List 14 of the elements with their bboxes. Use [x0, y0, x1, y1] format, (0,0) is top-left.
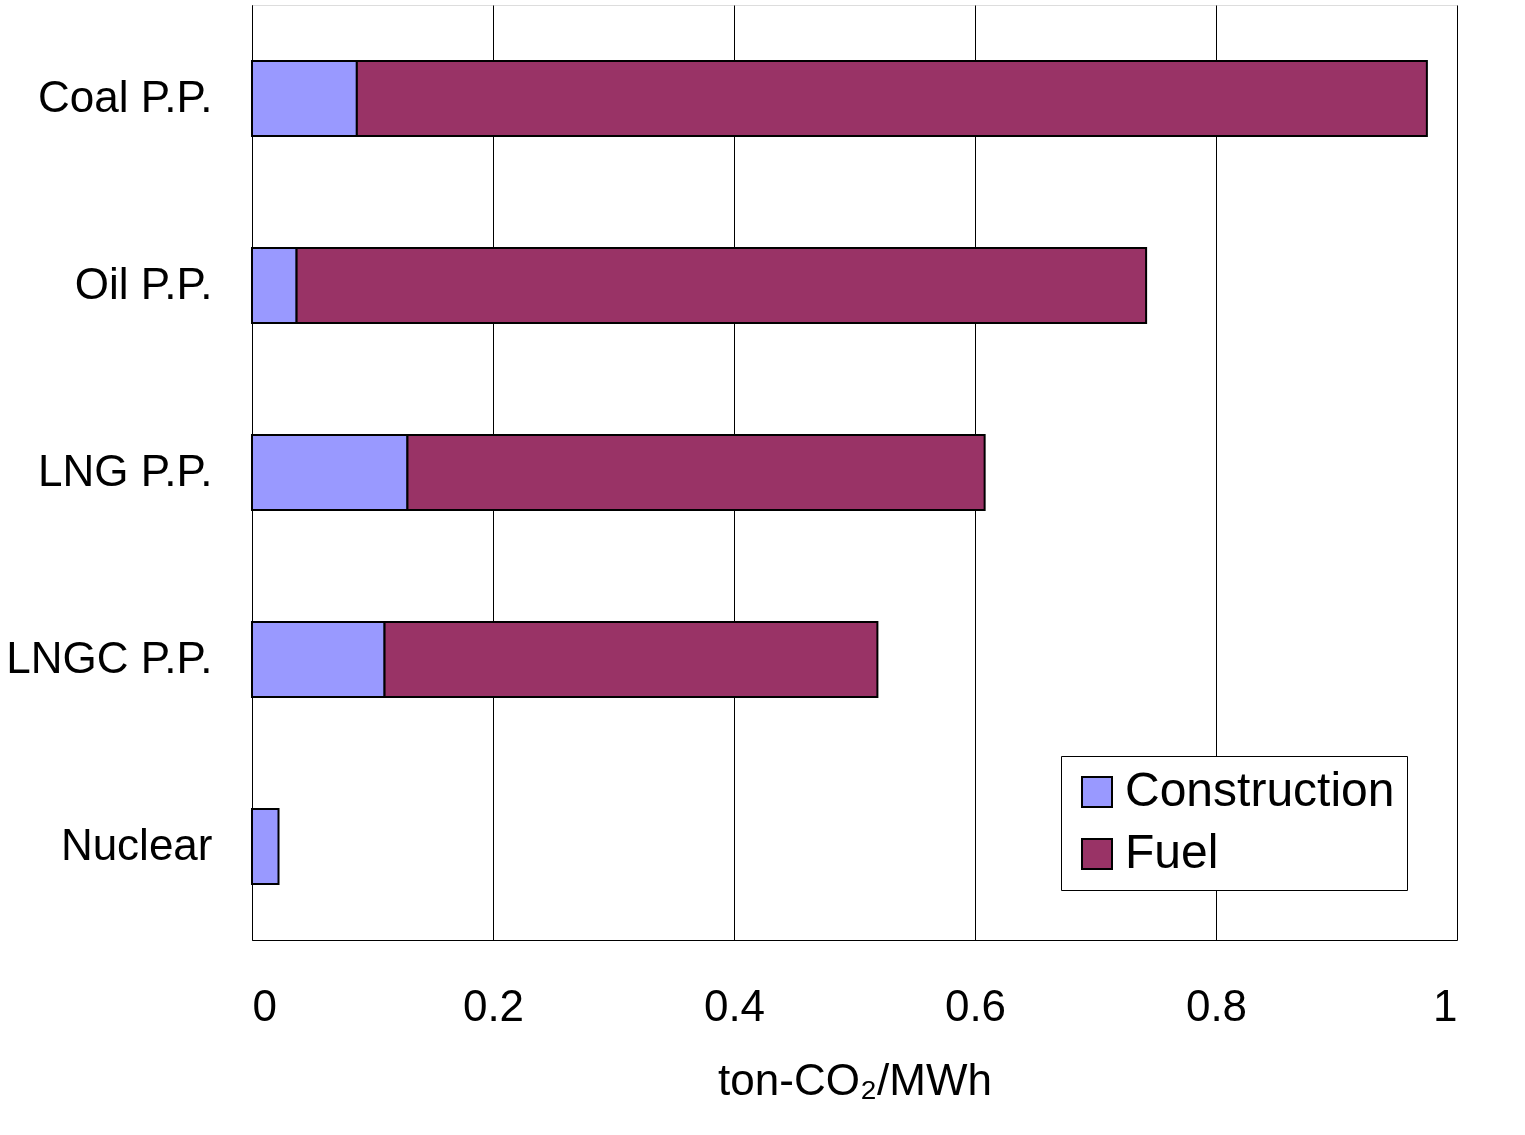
y-tick-label: Coal P.P.: [37, 71, 213, 121]
x-tick-label: 0.6: [944, 980, 1007, 1030]
y-tick-label: LNG P.P.: [38, 445, 213, 495]
legend-label: Fuel: [1125, 825, 1219, 878]
x-tick-label: 0.2: [462, 980, 525, 1030]
legend-label: Construction: [1125, 763, 1395, 816]
y-tick-label: Nuclear: [60, 819, 213, 869]
x-axis-title: ton-CO₂/MWh: [718, 1054, 992, 1104]
x-tick-label: 0.8: [1185, 980, 1248, 1030]
x-tick-label: 0: [252, 980, 277, 1030]
x-tick-label: 0.4: [703, 980, 766, 1030]
y-tick-label: LNGC P.P.: [6, 632, 213, 682]
x-tick-label: 1: [1433, 980, 1458, 1030]
y-tick-label: Oil P.P.: [74, 258, 213, 308]
